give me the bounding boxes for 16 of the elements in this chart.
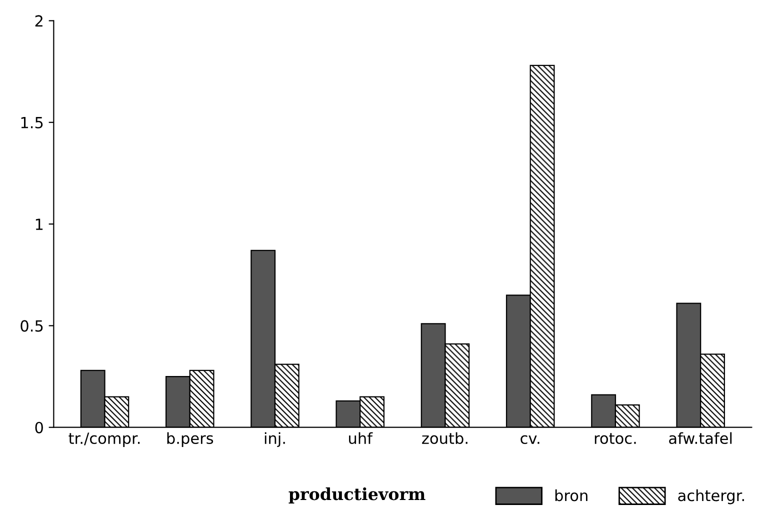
x-tick-label: inj.: [264, 432, 285, 447]
legend-label: achtergr.: [678, 489, 744, 504]
y-tick-label: 1: [36, 218, 43, 230]
x-tick-label: tr./compr.: [68, 432, 140, 447]
y-tick-label: 0: [35, 422, 43, 434]
x-tick-label: rotoc.: [594, 433, 636, 444]
y-tick-label: 0.5: [20, 320, 43, 332]
x-tick-label: cv.: [520, 435, 540, 444]
legend-label: bron: [555, 489, 588, 502]
x-tick-label: afw.tafel: [669, 432, 732, 444]
y-tick-label: 1.5: [21, 117, 43, 128]
legend-title: productievorm: [288, 487, 426, 504]
y-tick-label: 2: [35, 15, 42, 27]
x-tick-label: b.pers: [167, 432, 214, 447]
x-tick-label: zoutb.: [422, 432, 468, 444]
x-tick-label: uhf: [349, 432, 373, 444]
